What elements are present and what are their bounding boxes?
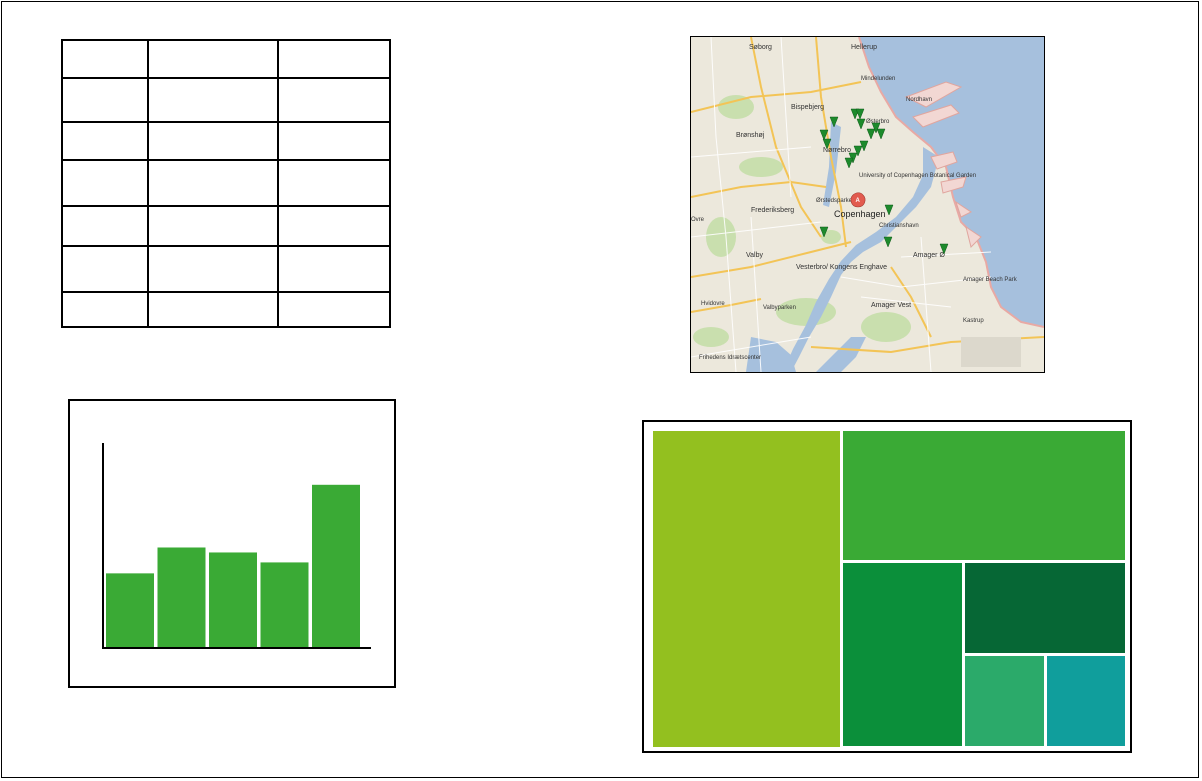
map-label-soborg: Søborg — [749, 44, 772, 51]
table-row — [61, 245, 391, 293]
map-label-bronshoj: Brønshøj — [736, 132, 765, 139]
map-pin-label: A — [856, 198, 861, 204]
map-label-christianshavn: Christianshavn — [879, 223, 919, 229]
map-label-valby: Valby — [746, 252, 763, 259]
map-pin-a[interactable]: A — [850, 192, 866, 208]
map-label-frihedens: Frihedens Idrætscenter — [699, 355, 761, 361]
map-marker[interactable] — [844, 157, 854, 169]
bar[interactable] — [312, 484, 360, 647]
table-cell[interactable] — [61, 77, 149, 123]
map-harbour — [783, 147, 939, 372]
table-cell[interactable] — [61, 121, 149, 161]
treemap-tile[interactable] — [842, 430, 1126, 561]
table-cell[interactable] — [147, 205, 279, 247]
map-label-frederiksberg: Frederiksberg — [751, 207, 794, 214]
map-label-orstedsparken: Ørstedsparken — [816, 198, 855, 204]
treemap-tile[interactable] — [842, 563, 963, 747]
map-label-bispebjerg: Bispebjerg — [791, 104, 824, 111]
map-label-copenhagen: Copenhagen — [834, 209, 886, 219]
table-cell[interactable] — [61, 205, 149, 247]
treemap — [642, 420, 1132, 753]
map-marker[interactable] — [871, 122, 881, 134]
treemap-tile[interactable] — [965, 656, 1044, 747]
table-row — [61, 205, 391, 247]
treemap-tile[interactable] — [965, 563, 1126, 654]
map-labels: Søborg Hellerup Mindelunden Bispebjerg N… — [691, 44, 1018, 361]
map-label-amager-vest: Amager Vest — [871, 302, 911, 309]
table-row — [61, 159, 391, 207]
map-label-ovre: Ovre — [691, 217, 705, 223]
map-label-amager-o: Amager Ø — [913, 252, 945, 259]
map-label-norrebro: Nørrebro — [823, 147, 851, 154]
map-marker[interactable] — [939, 243, 949, 255]
map-canvas: Søborg Hellerup Mindelunden Bispebjerg N… — [691, 37, 1044, 372]
map-roads — [691, 37, 1044, 354]
bar[interactable] — [260, 562, 309, 647]
table-row — [61, 121, 391, 161]
map-marker[interactable] — [884, 204, 894, 216]
table-row — [61, 291, 391, 328]
map-streets — [691, 37, 992, 372]
map-marker[interactable] — [876, 128, 886, 140]
treemap-tile[interactable] — [652, 430, 840, 747]
bar[interactable] — [106, 573, 154, 647]
map-label-amager-beach: Amager Beach Park — [963, 277, 1018, 283]
map-label-hvidovre: Hvidovre — [701, 301, 725, 307]
map-label-vesterbro: Vesterbro/ Kongens Enghave — [796, 264, 887, 271]
table-row — [61, 39, 391, 79]
table-row — [61, 77, 391, 123]
map-marker[interactable] — [829, 116, 839, 128]
table-cell[interactable] — [147, 159, 279, 207]
table-cell[interactable] — [147, 39, 279, 79]
table-cell[interactable] — [147, 245, 279, 293]
map-marker[interactable] — [866, 128, 876, 140]
table-cell[interactable] — [277, 245, 391, 293]
map-label-osterbro: Østerbro — [866, 119, 890, 125]
table-cell[interactable] — [277, 291, 391, 328]
table-cell[interactable] — [277, 205, 391, 247]
map-marker[interactable] — [822, 138, 832, 150]
map-marker[interactable] — [855, 108, 865, 120]
table-cell[interactable] — [277, 159, 391, 207]
map-airport — [961, 337, 1021, 367]
bar[interactable] — [209, 552, 257, 647]
table-cell[interactable] — [277, 121, 391, 161]
map-marker[interactable] — [853, 145, 863, 157]
table-cell[interactable] — [147, 291, 279, 328]
map-marker[interactable] — [856, 118, 866, 130]
map-parks — [693, 95, 911, 347]
map-label-university: University of Copenhagen Botanical Garde… — [859, 173, 976, 179]
map-label-mindelunden: Mindelunden — [861, 76, 895, 82]
bar[interactable] — [157, 547, 206, 647]
city-map[interactable]: Søborg Hellerup Mindelunden Bispebjerg N… — [690, 36, 1045, 373]
treemap-tile[interactable] — [1046, 656, 1126, 747]
map-label-nordhavn: Nordhavn — [906, 97, 932, 103]
table-cell[interactable] — [147, 77, 279, 123]
table-cell[interactable] — [61, 291, 149, 328]
bar-chart — [68, 399, 396, 688]
map-label-valbyparken: Valbyparken — [763, 305, 796, 311]
map-piers — [904, 81, 982, 248]
map-marker[interactable] — [819, 226, 829, 238]
table-cell[interactable] — [61, 159, 149, 207]
table-cell[interactable] — [277, 39, 391, 79]
table-cell[interactable] — [61, 245, 149, 293]
map-marker[interactable] — [819, 129, 829, 141]
map-label-hellerup: Hellerup — [851, 44, 877, 51]
map-marker[interactable] — [883, 236, 893, 248]
table-cell[interactable] — [147, 121, 279, 161]
table-cell[interactable] — [61, 39, 149, 79]
empty-table — [61, 39, 391, 328]
map-markers[interactable] — [819, 108, 949, 255]
map-label-kastrup: Kastrup — [963, 318, 984, 324]
bar-chart-svg — [102, 443, 371, 649]
table-cell[interactable] — [277, 77, 391, 123]
